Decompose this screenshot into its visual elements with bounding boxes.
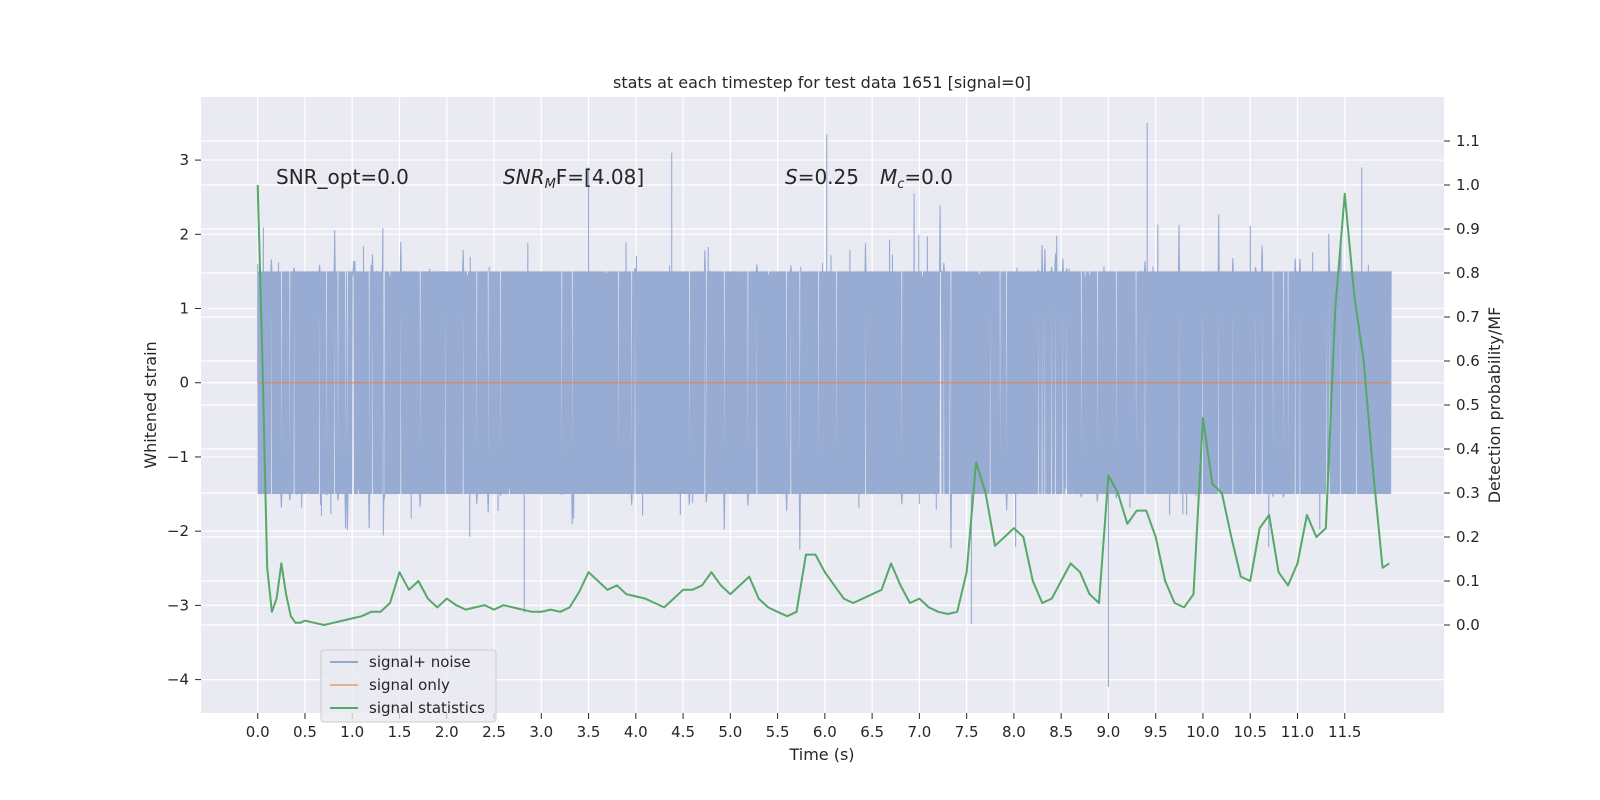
x-tick-label: 11.5	[1328, 723, 1361, 741]
signal-statistics-line	[256, 184, 1390, 626]
y-tick-label: −2	[167, 522, 189, 540]
y-right-tick-label: 0.3	[1456, 484, 1480, 502]
x-tick-label: 11.0	[1281, 723, 1314, 741]
annotation-snr-mf-main: SNR	[503, 165, 545, 189]
x-tick-label: 1.0	[340, 723, 364, 741]
x-tick-label: 10.0	[1186, 723, 1219, 741]
annotation-mc-main: M	[880, 165, 897, 189]
y-right-tick-label: 1.1	[1456, 132, 1480, 150]
y-axis-right-label: Detection probability/MF	[1485, 307, 1504, 504]
y-right-tick-label: 0.5	[1456, 396, 1480, 414]
series-signal-noise	[257, 122, 1392, 688]
annotation-s: S=0.25	[785, 165, 859, 189]
x-tick-label: 9.5	[1144, 723, 1168, 741]
y-right-tick-label: 0.6	[1456, 352, 1480, 370]
y-right-tick-label: 0.7	[1456, 308, 1480, 326]
x-tick-label: 0.0	[246, 723, 270, 741]
x-tick-label: 8.5	[1049, 723, 1073, 741]
annotation-mc-rest: =0.0	[904, 165, 953, 189]
x-tick-label: 3.0	[529, 723, 553, 741]
x-axis-label: Time (s)	[788, 745, 854, 764]
y-tick-label: −3	[167, 596, 189, 614]
y-tick-label: 3	[179, 151, 189, 169]
x-tick-label: 4.0	[624, 723, 648, 741]
x-tick-label: 7.5	[955, 723, 979, 741]
x-tick-label: 2.0	[435, 723, 459, 741]
legend-label-signal-only: signal only	[369, 676, 450, 694]
x-tick-label: 10.5	[1234, 723, 1267, 741]
chart-title: stats at each timestep for test data 165…	[613, 73, 1031, 92]
x-tick-label: 1.5	[388, 723, 412, 741]
annotation-snr-mf-rest: F=[4.08]	[556, 165, 644, 189]
y-right-tick-label: 0.9	[1456, 220, 1480, 238]
x-tick-label: 0.5	[293, 723, 317, 741]
y-right-tick-label: 0.2	[1456, 528, 1480, 546]
x-tick-label: 9.0	[1097, 723, 1121, 741]
y-tick-label: 2	[179, 225, 189, 243]
annotation-mc: Mc=0.0	[880, 165, 953, 192]
x-tick-label: 8.0	[1002, 723, 1026, 741]
x-tick-label: 3.5	[577, 723, 601, 741]
annotation-s-rest: =0.25	[798, 165, 859, 189]
y-right-tick-label: 0.4	[1456, 440, 1480, 458]
x-tick-label: 5.0	[718, 723, 742, 741]
legend-label-signal-noise: signal+ noise	[369, 653, 471, 671]
x-tick-label: 2.5	[482, 723, 506, 741]
x-tick-label: 5.5	[766, 723, 790, 741]
y-tick-label: 0	[179, 374, 189, 392]
legend: signal+ noise signal only signal statist…	[320, 649, 497, 723]
tick-labels: 0.0 0.5 1.0 1.5 2.0 2.5 3.0 3.5 4.0 4.5 5.0 5.5 6.0 6…	[167, 132, 1480, 741]
y-right-tick-label: 1.0	[1456, 176, 1480, 194]
annotation-s-main: S	[785, 165, 798, 189]
x-tick-label: 6.0	[813, 723, 837, 741]
annotation-snr-mf-sub: M	[545, 177, 556, 192]
y-tick-label: 1	[179, 300, 189, 318]
annotation-snr-mf: SNRMF=[4.08]	[503, 165, 644, 192]
y-right-tick-label: 0.8	[1456, 264, 1480, 282]
y-right-tick-label: 0.1	[1456, 572, 1480, 590]
signal-noise-line	[257, 122, 1392, 688]
series-signal-statistics	[256, 184, 1390, 626]
x-tick-label: 7.0	[907, 723, 931, 741]
y-tick-label: −1	[167, 448, 189, 466]
x-tick-label: 6.5	[860, 723, 884, 741]
y-axis-label: Whitened strain	[141, 341, 160, 468]
annotation-snr-opt: SNR_opt=0.0	[276, 165, 409, 189]
y-right-tick-label: 0.0	[1456, 616, 1480, 634]
y-tick-label: −4	[167, 671, 189, 689]
x-tick-label: 4.5	[671, 723, 695, 741]
annotation-mc-sub: c	[897, 177, 904, 192]
legend-label-signal-statistics: signal statistics	[369, 699, 485, 717]
legend-box	[320, 649, 497, 723]
